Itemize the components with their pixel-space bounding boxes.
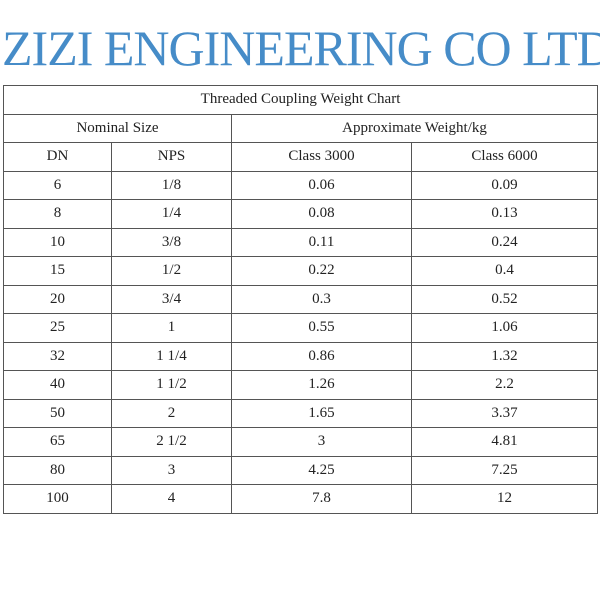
cell-nps: 1 (111, 313, 232, 343)
cell-nps: 3/4 (111, 284, 232, 314)
table-row: 25 1 0.55 1.06 (3, 313, 599, 343)
cell-dn: 20 (3, 284, 112, 314)
cell-class-6000: 0.13 (410, 199, 599, 229)
table-row: 65 2 1/2 3 4.81 (3, 427, 599, 457)
cell-class-6000: 12 (410, 484, 599, 514)
cell-nps: 1/8 (111, 170, 232, 200)
column-header-class-3000: Class 3000 (231, 142, 412, 172)
table-row: 50 2 1.65 3.37 (3, 398, 599, 428)
cell-dn: 10 (3, 227, 112, 257)
cell-class-3000: 7.8 (231, 484, 412, 514)
cell-class-3000: 0.3 (231, 284, 412, 314)
group-header-row: Nominal Size Approximate Weight/kg (3, 113, 599, 143)
cell-nps: 2 1/2 (111, 427, 232, 457)
cell-class-3000: 0.06 (231, 170, 412, 200)
cell-dn: 100 (3, 484, 112, 514)
cell-nps: 1/4 (111, 199, 232, 229)
cell-class-6000: 2.2 (410, 370, 599, 400)
nominal-size-header: Nominal Size (3, 113, 232, 143)
approx-weight-header: Approximate Weight/kg (230, 113, 599, 143)
cell-nps: 1 1/2 (111, 370, 232, 400)
watermark: ZIZI ENGINEERING CO LTD (2, 20, 600, 76)
cell-class-3000: 0.86 (231, 341, 412, 371)
cell-class-3000: 3 (231, 427, 412, 457)
table-row: 8 1/4 0.08 0.13 (3, 199, 599, 229)
cell-dn: 40 (3, 370, 112, 400)
cell-dn: 6 (3, 170, 112, 200)
cell-nps: 1/2 (111, 256, 232, 286)
cell-class-6000: 7.25 (410, 455, 599, 485)
cell-nps: 1 1/4 (111, 341, 232, 371)
cell-dn: 15 (3, 256, 112, 286)
cell-class-6000: 0.24 (410, 227, 599, 257)
table-row: 40 1 1/2 1.26 2.2 (3, 370, 599, 400)
cell-dn: 8 (3, 199, 112, 229)
cell-nps: 3 (111, 455, 232, 485)
weight-chart-table: Threaded Coupling Weight Chart Nominal S… (2, 85, 599, 514)
cell-class-6000: 3.37 (410, 398, 599, 428)
cell-class-3000: 0.22 (231, 256, 412, 286)
cell-class-3000: 4.25 (231, 455, 412, 485)
cell-dn: 65 (3, 427, 112, 457)
cell-dn: 80 (3, 455, 112, 485)
cell-class-6000: 4.81 (410, 427, 599, 457)
table-row: 10 3/8 0.11 0.24 (3, 227, 599, 257)
cell-class-6000: 1.06 (410, 313, 599, 343)
cell-class-3000: 1.65 (231, 398, 412, 428)
cell-dn: 50 (3, 398, 112, 428)
cell-dn: 25 (3, 313, 112, 343)
table-row: 100 4 7.8 12 (3, 484, 599, 514)
column-header-class-6000: Class 6000 (410, 142, 599, 172)
cell-class-6000: 1.32 (410, 341, 599, 371)
cell-dn: 32 (3, 341, 112, 371)
cell-class-6000: 0.52 (410, 284, 599, 314)
table-row: 6 1/8 0.06 0.09 (3, 170, 599, 200)
cell-class-6000: 0.4 (410, 256, 599, 286)
table-row: 80 3 4.25 7.25 (3, 455, 599, 485)
cell-class-6000: 0.09 (410, 170, 599, 200)
cell-nps: 4 (111, 484, 232, 514)
table-title: Threaded Coupling Weight Chart (2, 85, 599, 115)
column-header-nps: NPS (111, 142, 232, 172)
cell-class-3000: 0.08 (231, 199, 412, 229)
cell-class-3000: 0.55 (231, 313, 412, 343)
table-row: 20 3/4 0.3 0.52 (3, 284, 599, 314)
cell-nps: 3/8 (111, 227, 232, 257)
table-row: 32 1 1/4 0.86 1.32 (3, 341, 599, 371)
cell-nps: 2 (111, 398, 232, 428)
column-header-row: DN NPS Class 3000 Class 6000 (3, 142, 599, 172)
cell-class-3000: 0.11 (231, 227, 412, 257)
title-row: Threaded Coupling Weight Chart (2, 85, 599, 115)
table-row: 15 1/2 0.22 0.4 (3, 256, 599, 286)
cell-class-3000: 1.26 (231, 370, 412, 400)
column-header-dn: DN (3, 142, 112, 172)
